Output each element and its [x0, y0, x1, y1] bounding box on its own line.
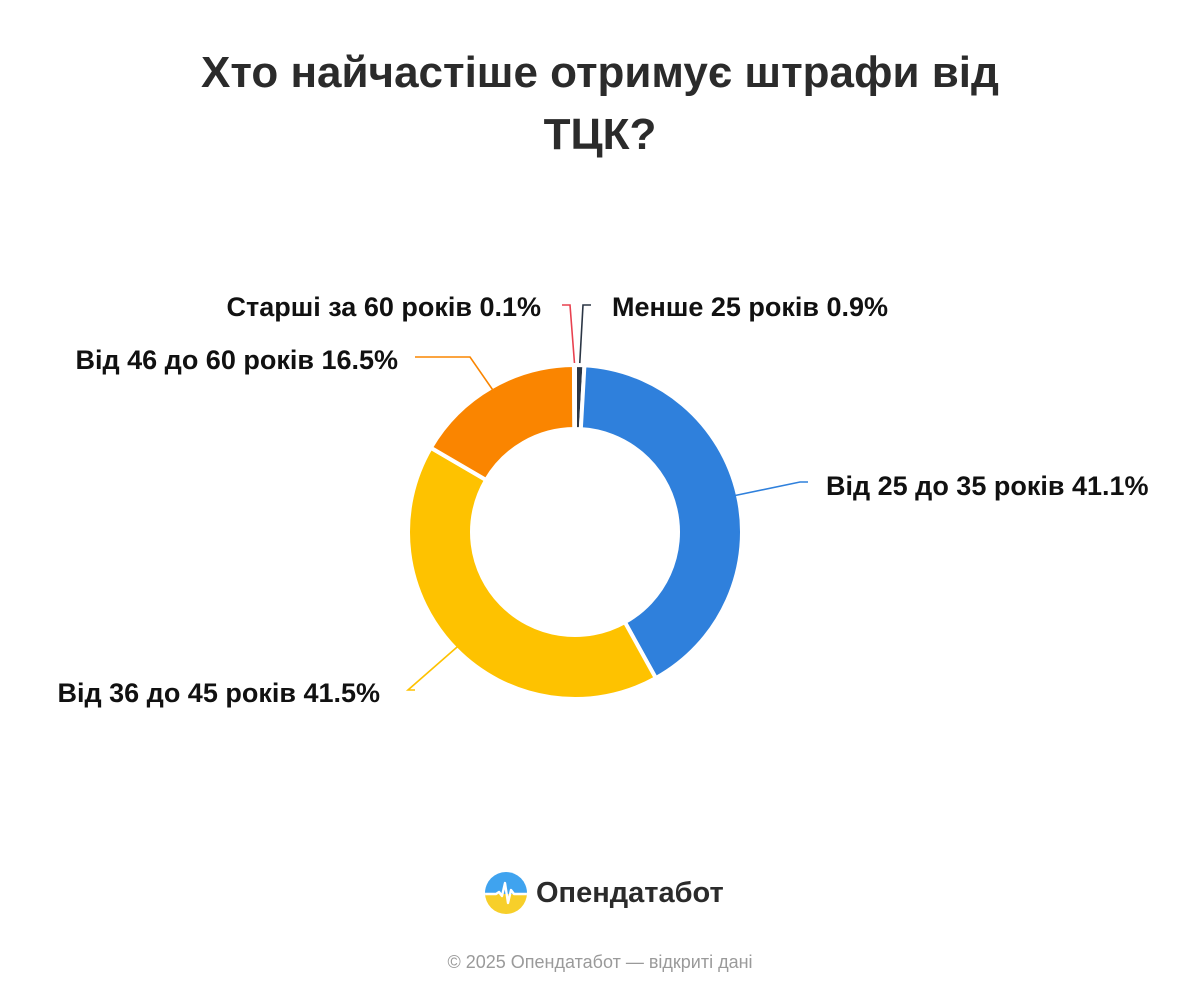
slice-5 — [571, 362, 577, 432]
slice-label-3: Від 36 до 45 років 41.5% — [58, 678, 381, 708]
slice-label-5: Старші за 60 років 0.1% — [227, 292, 542, 322]
slice-2 — [578, 363, 744, 681]
leader-line-4 — [415, 356, 495, 392]
leader-line-2 — [733, 481, 808, 497]
chart-title: Хто найчастіше отримує штрафи від ТЦК? — [201, 48, 999, 159]
leader-line-1 — [578, 304, 591, 364]
leader-line-3 — [405, 645, 459, 691]
opendatabot-logo-icon — [485, 872, 527, 914]
slice-label-4: Від 46 до 60 років 16.5% — [76, 345, 399, 375]
footer-copyright: © 2025 Опендатабот — відкриті дані — [447, 952, 753, 972]
slice-label-1: Менше 25 років 0.9% — [612, 292, 888, 322]
slice-label-2: Від 25 до 35 років 41.1% — [826, 471, 1149, 501]
slice-3 — [406, 445, 658, 701]
leader-line-5 — [562, 304, 576, 364]
brand-name: Опендатабот — [536, 876, 724, 909]
brand: Опендатабот — [484, 870, 724, 916]
